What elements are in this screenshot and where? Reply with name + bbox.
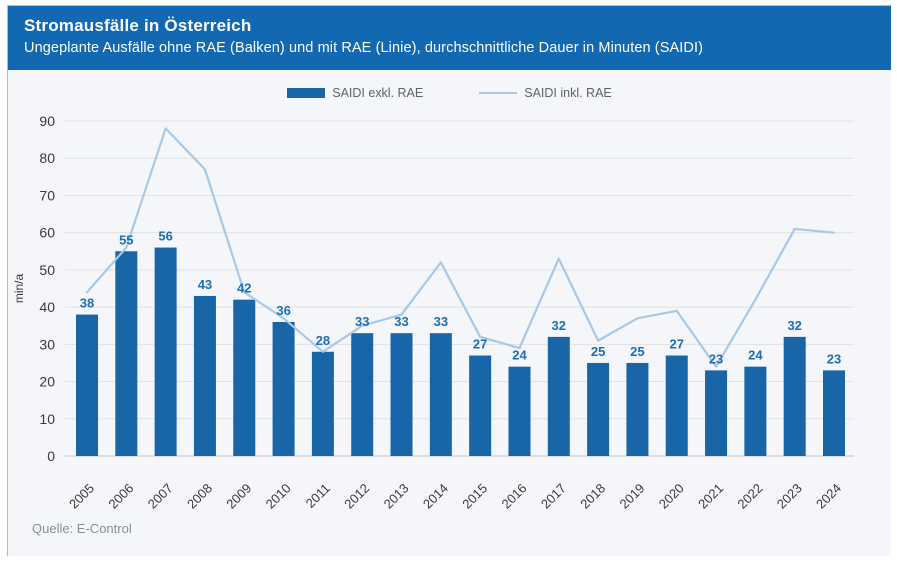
legend-line-swatch bbox=[479, 92, 518, 94]
svg-text:40: 40 bbox=[39, 299, 55, 315]
svg-text:2023: 2023 bbox=[774, 481, 805, 512]
svg-text:2021: 2021 bbox=[695, 481, 726, 512]
svg-text:38: 38 bbox=[80, 296, 94, 311]
svg-text:25: 25 bbox=[630, 344, 644, 359]
saidi-bar-line-chart: 0 10 20 30 40 50 60 70 80 90 min/a 38 55 56 43 42 36 28 33… bbox=[12, 113, 854, 512]
svg-text:50: 50 bbox=[39, 262, 55, 278]
svg-text:25: 25 bbox=[591, 344, 605, 359]
svg-text:33: 33 bbox=[394, 314, 408, 329]
svg-text:27: 27 bbox=[473, 337, 487, 352]
svg-text:2017: 2017 bbox=[538, 481, 569, 512]
svg-text:23: 23 bbox=[827, 351, 841, 366]
chart-header: Stromausfälle in Österreich Ungeplante A… bbox=[8, 6, 891, 70]
chart-card: Stromausfälle in Österreich Ungeplante A… bbox=[7, 5, 891, 556]
svg-text:0: 0 bbox=[47, 448, 55, 464]
svg-text:2008: 2008 bbox=[184, 481, 215, 512]
svg-text:32: 32 bbox=[787, 318, 801, 333]
legend-line-label: SAIDI inkl. RAE bbox=[524, 86, 612, 100]
svg-text:32: 32 bbox=[552, 318, 566, 333]
chart-panel: SAIDI exkl. RAE SAIDI inkl. RAE 0 10 20 30 4… bbox=[8, 70, 891, 556]
svg-text:27: 27 bbox=[670, 337, 684, 352]
legend: SAIDI exkl. RAE SAIDI inkl. RAE bbox=[8, 86, 891, 100]
chart-subtitle: Ungeplante Ausfälle ohne RAE (Balken) un… bbox=[24, 40, 704, 56]
legend-bar-label: SAIDI exkl. RAE bbox=[332, 86, 424, 100]
svg-text:55: 55 bbox=[119, 232, 133, 247]
svg-text:90: 90 bbox=[39, 113, 55, 129]
svg-text:2022: 2022 bbox=[734, 481, 765, 512]
svg-text:2020: 2020 bbox=[656, 481, 687, 512]
svg-text:2005: 2005 bbox=[66, 481, 97, 512]
svg-text:60: 60 bbox=[39, 225, 55, 241]
svg-text:23: 23 bbox=[709, 351, 723, 366]
svg-text:20: 20 bbox=[39, 374, 55, 390]
svg-text:2012: 2012 bbox=[341, 481, 372, 512]
svg-text:2007: 2007 bbox=[145, 481, 176, 512]
svg-text:2018: 2018 bbox=[577, 481, 608, 512]
svg-text:2019: 2019 bbox=[616, 481, 647, 512]
svg-text:33: 33 bbox=[355, 314, 369, 329]
svg-text:2009: 2009 bbox=[223, 481, 254, 512]
svg-text:56: 56 bbox=[158, 229, 172, 244]
svg-text:43: 43 bbox=[198, 277, 212, 292]
svg-text:2024: 2024 bbox=[813, 481, 844, 512]
svg-text:42: 42 bbox=[237, 281, 251, 296]
svg-text:10: 10 bbox=[39, 411, 55, 427]
svg-text:2010: 2010 bbox=[263, 481, 294, 512]
svg-text:min/a: min/a bbox=[12, 274, 26, 304]
svg-text:36: 36 bbox=[276, 303, 290, 318]
svg-text:2015: 2015 bbox=[459, 481, 490, 512]
svg-text:33: 33 bbox=[434, 314, 448, 329]
svg-text:2011: 2011 bbox=[303, 481, 333, 511]
svg-text:80: 80 bbox=[39, 150, 55, 166]
svg-text:2016: 2016 bbox=[499, 481, 530, 512]
svg-text:2013: 2013 bbox=[381, 481, 412, 512]
svg-text:24: 24 bbox=[748, 348, 763, 363]
legend-item-bar-series: SAIDI exkl. RAE bbox=[287, 86, 423, 100]
legend-bar-swatch bbox=[287, 88, 326, 98]
svg-text:70: 70 bbox=[39, 187, 55, 203]
svg-text:2014: 2014 bbox=[420, 481, 451, 512]
source-caption: Quelle: E-Control bbox=[32, 521, 132, 536]
chart-title: Stromausfälle in Österreich bbox=[24, 16, 252, 35]
legend-item-line-series: SAIDI inkl. RAE bbox=[479, 86, 612, 100]
svg-text:28: 28 bbox=[316, 333, 330, 348]
svg-text:30: 30 bbox=[39, 336, 55, 352]
svg-text:24: 24 bbox=[512, 348, 527, 363]
svg-text:2006: 2006 bbox=[105, 481, 136, 512]
